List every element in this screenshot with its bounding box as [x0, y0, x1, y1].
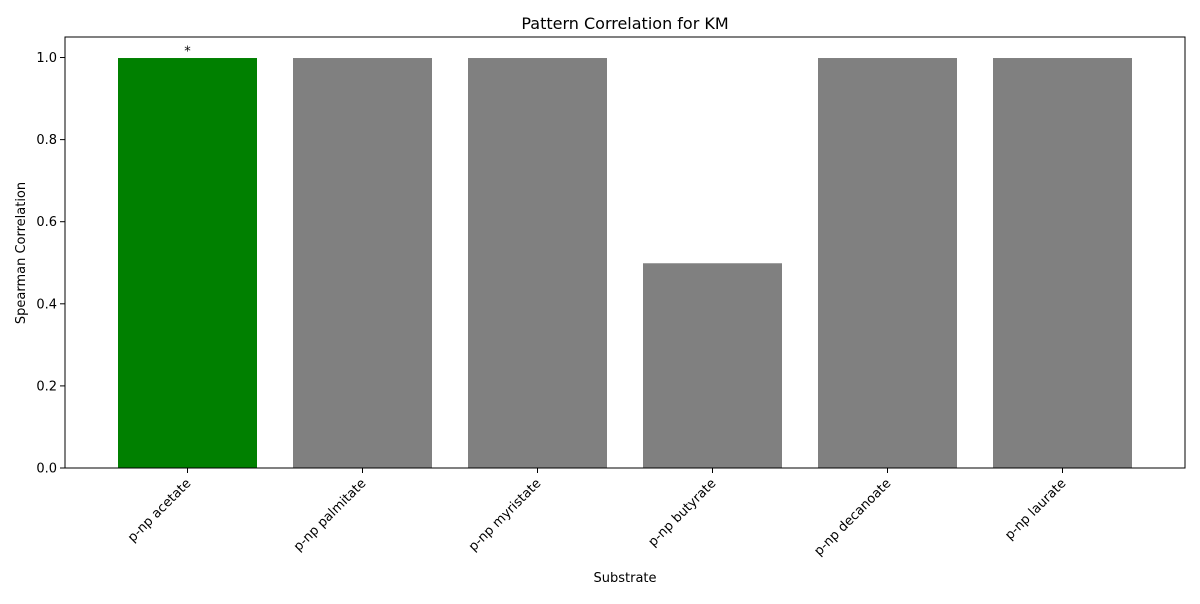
y-tick-label: 1.0 [36, 51, 57, 66]
chart-title: Pattern Correlation for KM [521, 14, 728, 33]
y-tick-label: 0.8 [36, 133, 57, 148]
y-tick-label: 0.4 [36, 297, 57, 312]
bar [117, 57, 258, 469]
y-axis-label: Spearman Correlation [14, 182, 29, 324]
y-tick-label: 0.0 [36, 462, 57, 477]
bar [467, 57, 608, 469]
significance-label: * [184, 45, 191, 60]
plot-area: *p-np acetate p-np palmitate p-np myristat… [36, 36, 1186, 559]
bar [817, 57, 958, 469]
x-axis-label: Substrate [593, 571, 656, 586]
axes-frame [64, 36, 1186, 469]
bar [642, 262, 783, 469]
bar [992, 57, 1133, 469]
bar [292, 57, 433, 469]
y-tick-label: 0.2 [36, 379, 57, 394]
y-tick-label: 0.6 [36, 215, 57, 230]
